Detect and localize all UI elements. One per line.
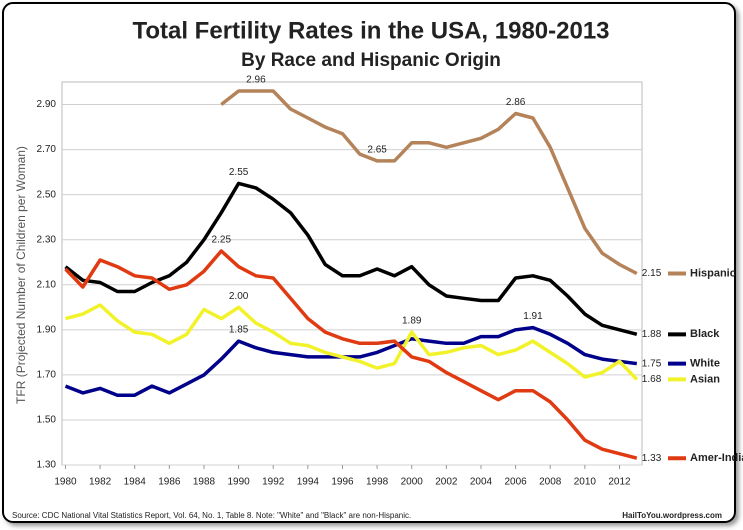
y-tick-label: 2.70 [37,144,57,155]
x-tick-label: 2004 [470,477,493,488]
value-label: 2.55 [229,167,249,178]
x-tick-label: 2000 [401,477,424,488]
legend-label: White [690,358,720,370]
series-line [64,181,638,336]
value-label: 1.91 [523,311,543,322]
credit: HailToYou.wordpress.com [622,511,722,520]
x-tick-label: 2008 [539,477,562,488]
source-note: Source: CDC National Vital Statistics Re… [12,511,411,520]
value-label: 2.00 [229,291,249,302]
value-label: 2.15 [642,268,662,279]
series-line [64,249,638,460]
value-label: 2.86 [506,97,526,108]
x-tick-label: 1990 [227,477,250,488]
x-tick-label: 1984 [124,477,147,488]
value-label: 2.65 [367,144,387,155]
value-label: 2.96 [246,75,266,86]
chart-title: Total Fertility Rates in the USA, 1980-2… [132,17,609,44]
x-tick-label: 1992 [262,477,285,488]
series-line [220,89,638,276]
value-label: 1.75 [642,358,662,369]
value-label: 1.88 [642,329,662,340]
legend-label: Black [690,328,720,340]
x-tick-label: 1994 [297,477,320,488]
x-tick-label: 2012 [608,477,631,488]
y-tick-label: 2.30 [37,234,57,245]
y-tick-label: 2.10 [37,279,57,290]
value-label: 1.85 [229,325,249,336]
value-label: 1.89 [402,316,422,327]
y-tick-label: 1.30 [37,460,57,471]
legend-label: Asian [690,373,720,385]
x-tick-label: 2010 [574,477,597,488]
chart-subtitle: By Race and Hispanic Origin [241,50,501,71]
x-tick-label: 1980 [54,477,77,488]
x-tick-label: 2006 [504,477,527,488]
y-tick-label: 1.90 [37,324,57,335]
legend-label: Amer-Indian [690,452,743,464]
x-tick-label: 1986 [158,477,181,488]
x-tick-label: 1982 [89,477,112,488]
value-label: 2.25 [212,235,232,246]
x-tick-label: 1996 [331,477,354,488]
y-axis-label: TFR (Projected Number of Children per Wo… [14,146,28,404]
x-tick-label: 1988 [193,477,216,488]
legend-label: Hispanic [690,267,736,279]
x-tick-label: 1998 [366,477,389,488]
value-label: 1.33 [642,453,662,464]
y-tick-label: 2.90 [37,99,57,110]
value-label: 1.68 [642,374,662,385]
frame [2,2,736,523]
x-tick-label: 2002 [435,477,458,488]
y-tick-label: 2.50 [37,189,57,200]
y-tick-label: 1.70 [37,370,57,381]
series-line [65,303,639,381]
series-line [64,325,638,397]
y-tick-label: 1.50 [37,415,57,426]
